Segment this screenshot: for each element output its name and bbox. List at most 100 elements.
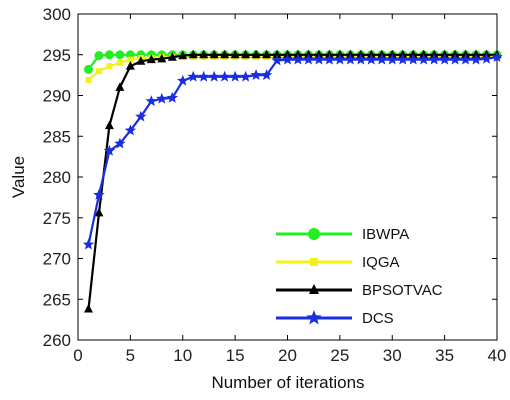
data-point-dcs [281,53,294,65]
x-tick-label: 15 [226,346,245,365]
data-point-bpsotvac [115,82,125,91]
data-point-bpsotvac [272,49,282,59]
data-point-iqga [127,56,134,63]
data-point-bpsotvac [230,49,240,59]
data-point-dcs [323,53,336,65]
data-point-bpsotvac [188,49,198,59]
series-line-bpsotvac [87,53,497,310]
data-point-dcs [313,53,325,65]
data-point-dcs [418,53,430,65]
data-point-dcs [355,53,367,65]
y-tick-label: 265 [43,290,71,309]
data-point-dcs [177,74,189,86]
data-point-bpsotvac [146,54,156,64]
data-point-bpsotvac [220,49,230,59]
data-point-dcs [135,110,147,122]
data-point-dcs [292,53,304,65]
data-point-dcs [218,70,231,82]
data-point-dcs [407,53,419,65]
data-point-iqga [85,77,92,84]
y-tick-label: 275 [43,209,71,228]
data-point-dcs [260,69,273,80]
data-point-bpsotvac [136,56,146,65]
data-point-dcs [428,53,440,65]
legend-marker-iqga [310,258,318,266]
data-point-iqga [116,59,123,66]
legend-label-bpsotvac: BPSOTVAC [362,282,443,299]
data-point-dcs [145,95,157,107]
series-line-iqga [87,55,498,81]
data-point-bpsotvac [262,49,272,59]
series-dcs [82,51,503,250]
data-point-dcs [365,53,377,65]
y-tick-label: 285 [43,127,71,146]
data-point-dcs [103,144,116,156]
data-point-dcs [229,70,241,82]
legend: IBWPA IQGA BPSOTVAC DCS [262,220,492,334]
x-tick-label: 20 [278,346,297,365]
data-point-dcs [250,69,262,80]
data-point-dcs [82,238,95,250]
data-point-ibwpa [104,50,114,60]
data-point-dcs [438,53,451,65]
data-point-iqga [106,63,113,70]
data-point-ibwpa [115,50,125,60]
data-point-dcs [114,137,126,149]
data-point-bpsotvac [209,49,219,59]
y-tick-label: 280 [43,168,71,187]
data-point-bpsotvac [157,53,167,63]
legend-label-dcs: DCS [362,310,394,327]
data-point-dcs [459,53,472,65]
data-point-bpsotvac [167,52,177,61]
legend-label-ibwpa: IBWPA [362,226,409,243]
data-point-dcs [124,124,137,136]
data-point-bpsotvac [241,49,251,59]
data-point-dcs [449,53,461,65]
legend-box [262,220,492,334]
x-tick-label: 0 [73,346,82,365]
y-axis-title: Value [9,156,28,198]
y-tick-label: 270 [43,250,71,269]
data-point-bpsotvac [83,304,93,313]
y-tick-label: 260 [43,331,71,350]
x-tick-label: 10 [173,346,192,365]
data-point-bpsotvac [125,61,135,70]
data-point-dcs [93,188,105,200]
data-point-dcs [480,52,493,64]
x-axis-title: Number of iterations [211,373,364,392]
y-tick-label: 300 [43,5,71,24]
x-tick-label: 25 [330,346,349,365]
data-point-dcs [156,92,168,104]
data-point-dcs [470,53,482,65]
data-point-dcs [239,70,252,82]
data-point-dcs [344,53,357,65]
y-tick-label: 295 [43,46,71,65]
data-point-dcs [397,53,409,65]
legend-marker-dcs [306,310,322,325]
x-tick-label: 40 [488,346,507,365]
legend-marker-bpsotvac [309,284,319,294]
data-point-ibwpa [94,51,104,61]
series-line-dcs [87,56,498,245]
data-point-bpsotvac [199,49,209,59]
data-point-dcs [386,53,398,65]
x-tick-label: 30 [383,346,402,365]
data-point-dcs [491,51,503,62]
data-point-dcs [376,53,388,65]
legend-marker-ibwpa [308,228,320,240]
data-point-bpsotvac [251,49,261,59]
data-point-iqga [95,68,102,75]
data-point-bpsotvac [94,207,104,217]
data-point-dcs [208,70,220,82]
legend-label-iqga: IQGA [362,254,400,271]
y-tick-label: 290 [43,87,71,106]
data-point-dcs [166,91,178,103]
x-tick-label: 35 [435,346,454,365]
data-point-dcs [334,53,346,65]
data-point-bpsotvac [104,120,114,130]
data-point-dcs [271,54,283,66]
x-tick-label: 5 [126,346,135,365]
data-point-bpsotvac [178,50,188,60]
data-point-dcs [302,53,315,65]
